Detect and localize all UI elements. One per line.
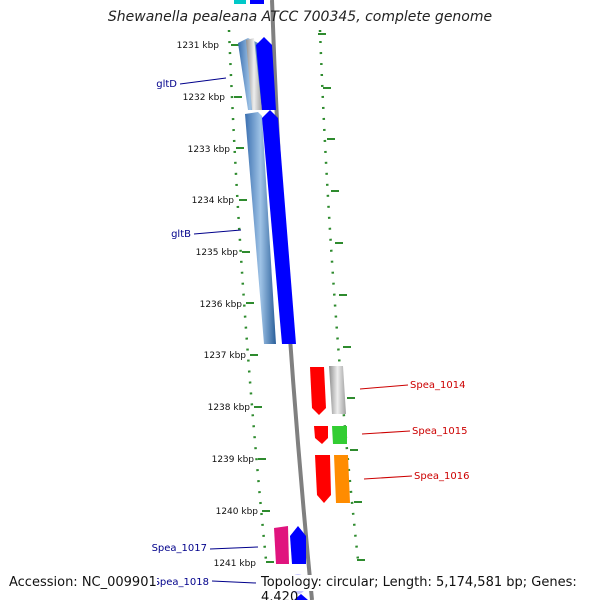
Spea_1016-red xyxy=(315,455,331,503)
top-partial-features xyxy=(234,0,264,4)
kbp-label: 1239 kbp xyxy=(212,455,255,465)
Spea_1015-red xyxy=(314,426,328,444)
Spea_1018-leader xyxy=(211,580,257,584)
Spea_1017-blue xyxy=(290,526,306,564)
gltD-gray-band xyxy=(246,38,262,110)
gene-Spea_1014[interactable] xyxy=(310,366,346,415)
Spea_1016-leader xyxy=(363,475,413,480)
Spea_1018-blue xyxy=(294,594,308,600)
kbp-labels: 1231 kbp 1232 kbp 1233 kbp 1234 kbp 1235… xyxy=(177,41,259,569)
gene-label-Spea_1015[interactable]: Spea_1015 xyxy=(412,426,467,437)
Spea_1015-green xyxy=(332,426,347,444)
kbp-label: 1234 kbp xyxy=(192,196,235,206)
Spea_1014-gray xyxy=(329,366,346,414)
gene-Spea_1016[interactable] xyxy=(315,455,350,503)
gene-label-Spea_1018[interactable]: Spea_1018 xyxy=(154,577,209,588)
genome-title: Shewanella pealeana ATCC 700345, complet… xyxy=(107,9,493,25)
Spea_1016-orange xyxy=(334,455,350,503)
kbp-label: 1240 kbp xyxy=(216,507,259,517)
gltB-orf xyxy=(245,112,276,344)
blue-feature-top xyxy=(250,0,264,4)
gltD-cds xyxy=(256,37,276,110)
gene-label-Spea_1014[interactable]: Spea_1014 xyxy=(410,380,465,391)
gene-Spea_1015[interactable] xyxy=(314,426,347,444)
gene-label-Spea_1017[interactable]: Spea_1017 xyxy=(152,543,207,554)
gene-gltD[interactable] xyxy=(238,37,276,110)
Spea_1015-leader xyxy=(361,430,411,435)
gene-labels: gltD gltB Spea_1014 Spea_1015 Spea_1016 … xyxy=(152,79,470,588)
kbp-label: 1236 kbp xyxy=(200,300,243,310)
kbp-label: 1235 kbp xyxy=(196,248,239,258)
gene-label-gltD[interactable]: gltD xyxy=(156,79,177,90)
accession-text: Accession: NC_009901 xyxy=(9,575,157,591)
gltB-leader xyxy=(193,229,242,235)
kbp-label: 1231 kbp xyxy=(177,41,220,51)
gene-label-gltB[interactable]: gltB xyxy=(171,229,191,240)
cyan-feature xyxy=(234,0,246,4)
gene-Spea_1017[interactable] xyxy=(274,526,306,564)
gltB-cds xyxy=(262,110,296,344)
kbp-label: 1232 kbp xyxy=(183,93,226,103)
Spea_1017-magenta xyxy=(274,526,289,564)
tick-marks xyxy=(231,33,365,563)
kbp-label: 1237 kbp xyxy=(204,351,247,361)
kbp-label: 1233 kbp xyxy=(188,145,231,155)
Spea_1017-leader xyxy=(209,546,259,550)
gltD-leader xyxy=(179,77,227,85)
gene-label-Spea_1016[interactable]: Spea_1016 xyxy=(414,471,469,482)
label-lines xyxy=(179,77,413,584)
gene-gltB[interactable] xyxy=(245,110,296,344)
Spea_1014-red xyxy=(310,367,326,415)
kbp-label: 1238 kbp xyxy=(208,403,251,413)
topology-text: Topology: circular; Length: 5,174,581 bp… xyxy=(259,575,600,600)
Spea_1014-leader xyxy=(359,384,409,390)
kbp-label: 1241 kbp xyxy=(214,559,257,569)
